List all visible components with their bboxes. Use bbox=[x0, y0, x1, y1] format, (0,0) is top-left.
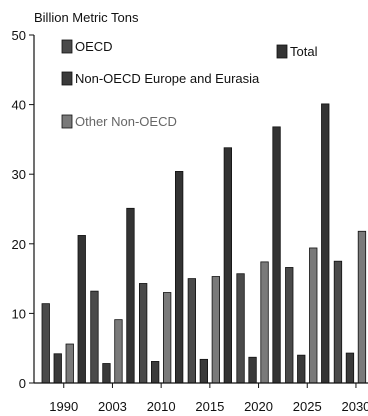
bar-non-oecd-europe-and-eurasia-2030 bbox=[345, 352, 355, 384]
x-ticks: 1990 2003 2010 2015 2020 2025 2030 bbox=[49, 383, 368, 414]
axes bbox=[33, 35, 368, 384]
y-tick-label: 20 bbox=[12, 237, 26, 252]
bar-total-2003 bbox=[126, 207, 135, 384]
bar-total-1990 bbox=[77, 235, 86, 384]
bar-oecd-1990 bbox=[41, 303, 50, 384]
bar-total-2025 bbox=[321, 103, 330, 384]
legend-swatch bbox=[61, 71, 73, 86]
bar-oecd-2003 bbox=[90, 290, 99, 384]
x-tick-label: 2025 bbox=[293, 399, 322, 414]
bar-non-oecd-europe-and-eurasia-2003 bbox=[102, 363, 111, 384]
legend-label: OECD bbox=[75, 39, 113, 54]
bar-oecd-2025 bbox=[285, 267, 294, 384]
bar-oecd-2010 bbox=[138, 283, 148, 384]
bar-other-non-oecd-2003 bbox=[114, 319, 123, 384]
x-tick-label: 2010 bbox=[147, 399, 176, 414]
legend-swatch bbox=[61, 39, 73, 54]
legend-label: Non-OECD Europe and Eurasia bbox=[75, 71, 260, 86]
legend: OECD Non-OECD Europe and Eurasia Other Non… bbox=[61, 39, 318, 129]
y-tick-label: 10 bbox=[12, 306, 26, 321]
x-tick-label: 1990 bbox=[49, 399, 78, 414]
bar-other-non-oecd-1990 bbox=[65, 343, 74, 384]
x-tick-label: 2003 bbox=[98, 399, 127, 414]
bar-oecd-2030 bbox=[333, 260, 343, 384]
bar-non-oecd-europe-and-eurasia-2010 bbox=[150, 361, 160, 384]
y-tick-label: 50 bbox=[12, 28, 26, 43]
x-tick-label: 2015 bbox=[195, 399, 224, 414]
legend-swatch bbox=[276, 44, 288, 59]
y-ticks: 0 10 20 30 40 50 bbox=[12, 28, 34, 391]
bar-total-2010 bbox=[174, 171, 184, 384]
legend-label: Total bbox=[290, 44, 318, 59]
bar-non-oecd-europe-and-eurasia-2025 bbox=[297, 354, 306, 384]
bar-oecd-2015 bbox=[187, 278, 197, 384]
legend-label: Other Non-OECD bbox=[75, 114, 177, 129]
y-axis-label: Billion Metric Tons bbox=[34, 10, 139, 25]
bar-non-oecd-europe-and-eurasia-1990 bbox=[53, 353, 62, 384]
y-tick-label: 0 bbox=[19, 376, 26, 391]
y-tick-label: 30 bbox=[12, 167, 26, 182]
bar-other-non-oecd-2020 bbox=[260, 261, 269, 384]
bar-oecd-2020 bbox=[236, 273, 245, 384]
bar-other-non-oecd-2010 bbox=[162, 292, 172, 384]
bar-non-oecd-europe-and-eurasia-2020 bbox=[248, 356, 257, 384]
legend-swatch bbox=[61, 114, 73, 129]
bar-total-2020 bbox=[272, 126, 281, 384]
bar-other-non-oecd-2025 bbox=[309, 247, 318, 384]
y-tick-label: 40 bbox=[12, 98, 26, 113]
x-tick-label: 2030 bbox=[341, 399, 368, 414]
bar-total-2015 bbox=[223, 147, 233, 384]
bar-other-non-oecd-2030 bbox=[357, 230, 367, 384]
bar-other-non-oecd-2015 bbox=[211, 276, 221, 384]
x-tick-label: 2020 bbox=[244, 399, 273, 414]
bar-non-oecd-europe-and-eurasia-2015 bbox=[199, 358, 209, 384]
